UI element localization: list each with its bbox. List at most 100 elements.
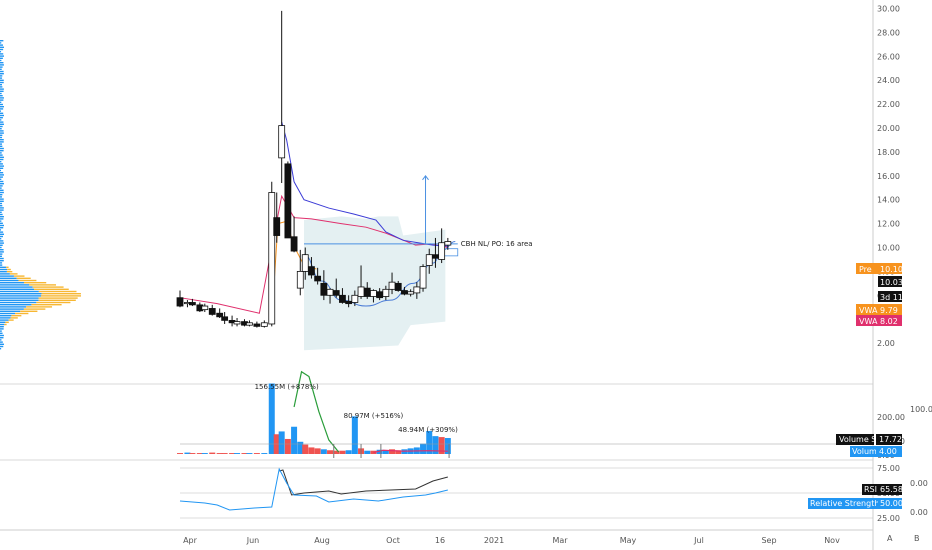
target-arrow-head: [422, 174, 429, 181]
volume-profile-bar: [0, 79, 4, 81]
price-axis-tick: 24.00: [877, 76, 900, 85]
candle: [332, 290, 340, 296]
volume-profile-bar: [0, 97, 4, 99]
volume-profile-bar: [0, 108, 4, 110]
volume-profile-bar: [0, 125, 3, 128]
volume-profile-bar: [0, 348, 2, 350]
volume-profile-bar: [0, 152, 2, 154]
volume-profile-bar: [0, 174, 4, 176]
volume-profile-bar: [0, 319, 9, 321]
volume-bar: [297, 441, 304, 454]
volume-profile-bar: [0, 315, 12, 317]
volume-profile-bar: [0, 339, 2, 341]
volume-bar: [234, 453, 241, 454]
volume-profile-bar: [5, 321, 9, 323]
volume-profile-bar: [0, 158, 4, 161]
volume-profile-bar: [8, 319, 14, 321]
volume-profile-bar: [0, 317, 11, 319]
volume-bar: [444, 438, 451, 454]
volume-profile-bar: [0, 165, 4, 167]
volume-profile-bar: [40, 295, 81, 297]
volume-profile-bar: [0, 273, 10, 275]
volume-bar: [246, 453, 253, 454]
candle: [308, 266, 315, 276]
price-axis-tick: 12.00: [877, 220, 900, 229]
volume-profile-bar: [0, 345, 4, 348]
volume-profile-bar: [0, 323, 5, 326]
volume-bar: [189, 453, 196, 454]
volume-profile-bar: [0, 66, 3, 68]
auto-scale-button[interactable]: A: [887, 534, 893, 543]
legend-label: RSI: [864, 485, 877, 494]
candle: [382, 288, 390, 297]
volume-profile-bar: [4, 323, 7, 326]
candle: [444, 241, 452, 246]
volume-bar: [351, 416, 358, 454]
volume-profile-bar: [0, 205, 3, 207]
volume-sma-red: [373, 449, 448, 454]
volume-profile-bar: [0, 59, 2, 62]
price-axis-tick: 22.00: [877, 100, 900, 109]
volume-profile-bar: [0, 110, 2, 112]
legend-value: 50.00: [880, 499, 903, 508]
legend-label-bg: [850, 446, 876, 457]
volume-bar: [320, 449, 327, 454]
volume-profile-bar: [0, 169, 2, 172]
volume-bar: [389, 449, 396, 454]
legend-value-bg: [878, 484, 902, 495]
price-tag-value: 10.10: [880, 265, 903, 274]
volume-profile-bar: [0, 46, 4, 48]
volume-profile-bar: [36, 301, 71, 304]
volume-bar: [196, 453, 203, 454]
candle: [394, 282, 402, 291]
volume-profile-bar: [0, 207, 4, 209]
candle: [320, 282, 328, 296]
volume-profile-bar: [0, 231, 4, 233]
volume-bar: [284, 438, 291, 454]
volume-profile-bar: [0, 178, 2, 180]
candle: [301, 254, 309, 272]
volume-annotation: 80.97M (+516%): [344, 412, 404, 420]
volume-profile-bar: [0, 312, 16, 315]
volume-bar: [333, 450, 340, 454]
volume-profile-bar: [0, 255, 2, 257]
volume-profile-bar: [26, 306, 53, 308]
candle: [401, 290, 408, 295]
volume-profile-bar: [0, 343, 4, 345]
price-axis-tick: 10.00: [877, 244, 900, 253]
candle: [345, 300, 353, 305]
volume-profile-bar: [0, 141, 4, 143]
volume-profile-bar: [0, 334, 4, 337]
volume-profile-bar: [23, 282, 47, 284]
time-axis-tick: May: [620, 536, 637, 545]
volume-profile-bar: [0, 88, 4, 90]
volume-profile-bar: [0, 84, 2, 86]
price-axis-tick: 2.00: [877, 339, 895, 348]
volume-profile-bar: [0, 95, 3, 97]
volume-profile-bar: [0, 44, 3, 46]
volume-bar: [339, 450, 346, 454]
volume-profile-bar: [0, 90, 4, 92]
price-axis-tick: 14.00: [877, 196, 900, 205]
candle: [273, 217, 281, 236]
volume-profile-bar: [0, 51, 2, 53]
volume-profile-bar: [0, 106, 4, 108]
volume-bar: [308, 447, 315, 454]
volume-profile-bar: [6, 271, 13, 273]
volume-profile-bar: [0, 227, 4, 229]
volume-profile-bar: [0, 161, 2, 163]
candle: [339, 294, 346, 303]
volume-profile-bar: [0, 150, 4, 152]
volume-profile-bar: [0, 306, 27, 308]
log-scale-button[interactable]: B: [914, 534, 920, 543]
volume-profile-bar: [0, 77, 3, 79]
volume-profile-bar: [0, 304, 32, 306]
volume-profile-bar: [0, 244, 3, 246]
volume-profile-bar: [0, 53, 4, 55]
volume-profile-bar: [10, 317, 18, 319]
rsi-axis-tick-right: 0.00: [910, 508, 928, 517]
volume-profile-bar: [0, 222, 3, 224]
volume-bar: [268, 383, 275, 454]
volume-profile-bar: [0, 101, 2, 103]
